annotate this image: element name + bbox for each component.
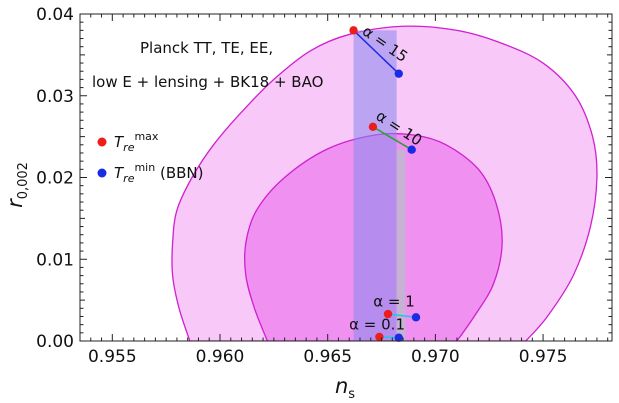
x-tick-label: 0.955 bbox=[88, 347, 137, 367]
legend-label-1: Tremin (BBN) bbox=[114, 161, 204, 185]
y-tick-label: 0.02 bbox=[36, 169, 74, 189]
tre-max-point-3 bbox=[375, 332, 384, 342]
y-axis-title: r0,002 bbox=[3, 162, 31, 208]
tre-min-point-3 bbox=[394, 333, 403, 342]
tre-min-point-2 bbox=[411, 313, 421, 322]
x-axis-title-sub: s bbox=[348, 387, 355, 402]
x-tick-label: 0.975 bbox=[519, 347, 568, 367]
x-axis-title: ns bbox=[335, 374, 355, 402]
annotation-line-2: low E + lensing + BK18 + BAO bbox=[92, 73, 323, 91]
y-tick-label: 0.00 bbox=[36, 332, 74, 352]
y-tick-label: 0.03 bbox=[36, 87, 74, 107]
x-tick-label: 0.970 bbox=[411, 347, 460, 367]
alpha-label-2: α = 1 bbox=[373, 293, 415, 311]
y-tick-label: 0.04 bbox=[36, 5, 74, 25]
y-tick-label: 0.01 bbox=[36, 250, 74, 270]
x-tick-label: 0.965 bbox=[303, 347, 352, 367]
x-axis: 0.955 0.960 0.965 0.970 0.975 bbox=[79, 14, 609, 367]
tre-min-point-1 bbox=[407, 145, 416, 154]
x-axis-title-main: n bbox=[335, 374, 348, 398]
legend-label-0: Tremax bbox=[114, 130, 159, 154]
annotation-line-1: Planck TT, TE, EE, bbox=[140, 39, 273, 57]
alpha-line-0 bbox=[353, 29, 400, 75]
y-axis-title-main: r bbox=[3, 198, 27, 208]
legend-marker-0 bbox=[97, 137, 107, 147]
reheating-band bbox=[353, 30, 397, 341]
band-layer bbox=[353, 30, 406, 341]
x-tick-label: 0.960 bbox=[196, 347, 245, 367]
y-axis-title-sub: 0,002 bbox=[16, 162, 31, 199]
legend-marker-1 bbox=[97, 168, 107, 178]
alpha-line-2 bbox=[387, 313, 417, 319]
alpha-label-3: α = 0.1 bbox=[349, 315, 405, 333]
alpha-line-1 bbox=[372, 126, 413, 151]
legend: Tremax Tremin (BBN) bbox=[97, 130, 204, 185]
tre-max-point-2 bbox=[383, 309, 393, 319]
tre-max-point-0 bbox=[349, 26, 358, 35]
tre-max-point-1 bbox=[368, 122, 378, 132]
point-layer bbox=[349, 26, 421, 342]
y-axis: 0.00 0.01 0.02 0.03 0.04 bbox=[36, 5, 612, 352]
tre-min-point-0 bbox=[394, 69, 403, 78]
reheating-band-edge bbox=[396, 149, 406, 341]
